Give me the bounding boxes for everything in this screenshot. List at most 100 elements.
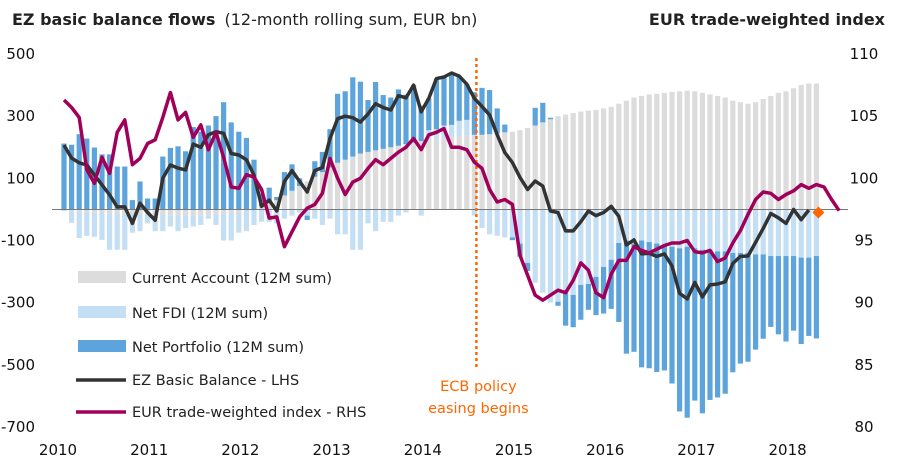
bar-net-portfolio — [236, 131, 242, 210]
bar-net-portfolio — [563, 292, 569, 326]
bar-net-fdi — [555, 209, 561, 302]
right-axis: 110 105 100 95 90 85 80 — [850, 45, 879, 436]
bar-current-account — [798, 85, 804, 210]
bar-net-fdi — [471, 209, 477, 216]
bar-net-fdi — [327, 209, 333, 219]
left-tick-label: -100 — [1, 232, 35, 250]
x-tick-label: 2015 — [495, 441, 533, 459]
bar-net-fdi — [464, 119, 470, 136]
bar-net-portfolio — [403, 94, 409, 145]
bar-net-portfolio — [373, 81, 379, 151]
bar-current-account — [593, 109, 599, 210]
bar-current-account — [418, 141, 424, 210]
bar-net-fdi — [547, 209, 553, 303]
bar-net-portfolio — [107, 154, 113, 210]
bar-net-portfolio — [722, 251, 728, 394]
bar-net-fdi — [251, 209, 257, 225]
bar-net-portfolio — [555, 301, 561, 306]
bar-net-fdi — [608, 209, 614, 260]
bar-net-fdi — [221, 214, 227, 241]
bar-current-account — [730, 100, 736, 210]
bars-layer — [61, 72, 819, 418]
bar-net-portfolio — [251, 159, 257, 210]
bar-net-fdi — [91, 212, 97, 237]
bar-net-fdi — [715, 209, 721, 252]
bar-net-fdi — [335, 209, 341, 235]
bar-current-account — [509, 131, 515, 210]
bar-current-account — [753, 102, 759, 210]
bar-current-account — [494, 133, 500, 210]
bar-net-portfolio — [661, 245, 667, 371]
bar-current-account — [76, 209, 82, 213]
bar-current-account — [570, 113, 576, 210]
bar-net-fdi — [350, 209, 356, 250]
bar-current-account — [167, 209, 173, 216]
bar-current-account — [403, 144, 409, 210]
bar-current-account — [373, 150, 379, 210]
bar-current-account — [768, 95, 774, 210]
bar-current-account — [411, 142, 417, 210]
bar-net-fdi — [806, 209, 812, 258]
legend-swatch-current-account — [78, 271, 126, 283]
bar-current-account — [160, 209, 166, 215]
right-axis-title: EUR trade-weighted index — [649, 10, 886, 29]
bar-current-account — [525, 127, 531, 210]
bar-net-fdi — [198, 215, 204, 225]
bar-net-portfolio — [152, 198, 158, 210]
bar-current-account — [646, 94, 652, 210]
x-tick-label: 2016 — [586, 441, 624, 459]
bar-current-account — [623, 100, 629, 210]
bar-net-fdi — [532, 209, 538, 283]
bar-net-fdi — [418, 209, 424, 216]
bar-net-fdi — [798, 209, 804, 258]
bar-net-portfolio — [775, 256, 781, 335]
bar-current-account — [129, 209, 135, 215]
bar-current-account — [502, 132, 508, 210]
bar-net-fdi — [616, 209, 622, 243]
bar-net-portfolio — [304, 215, 310, 220]
x-tick-label: 2013 — [313, 441, 351, 459]
bar-net-fdi — [661, 209, 667, 246]
x-tick-label: 2011 — [130, 441, 168, 459]
bar-current-account — [669, 91, 675, 210]
bar-current-account — [449, 137, 455, 210]
bar-net-fdi — [730, 209, 736, 253]
bar-net-fdi — [205, 215, 211, 219]
bar-net-fdi — [669, 209, 675, 247]
bar-current-account — [555, 116, 561, 210]
legend-swatch-net-fdi — [78, 306, 126, 318]
bar-net-fdi — [699, 209, 705, 250]
bar-net-fdi — [753, 209, 759, 255]
bar-net-portfolio — [578, 284, 584, 320]
bar-current-account — [433, 138, 439, 210]
bar-net-portfolio — [753, 254, 759, 350]
bar-net-portfolio — [547, 117, 553, 120]
bar-current-account — [707, 94, 713, 210]
bar-current-account — [175, 209, 181, 216]
bar-net-portfolio — [570, 294, 576, 328]
bar-current-account — [601, 108, 607, 210]
bar-net-fdi — [585, 209, 591, 285]
bar-net-fdi — [69, 210, 75, 223]
bar-net-fdi — [76, 212, 82, 239]
bar-current-account — [547, 119, 553, 210]
bar-net-fdi — [122, 214, 128, 250]
x-tick-label: 2018 — [769, 441, 807, 459]
bar-net-fdi — [107, 214, 113, 250]
bar-current-account — [304, 181, 310, 210]
bar-net-fdi — [623, 209, 629, 241]
bar-current-account — [616, 103, 622, 210]
bar-current-account — [578, 111, 584, 210]
bar-net-portfolio — [791, 256, 797, 331]
bar-net-portfolio — [813, 256, 819, 339]
bar-net-fdi — [312, 209, 318, 219]
bar-net-portfolio — [494, 108, 500, 134]
bar-net-fdi — [631, 209, 637, 244]
bar-net-portfolio — [441, 77, 447, 126]
bar-current-account — [342, 159, 348, 210]
bar-current-account — [190, 209, 196, 216]
bar-net-portfolio — [699, 249, 705, 414]
bar-net-portfolio — [114, 166, 120, 210]
bar-net-fdi — [319, 209, 325, 225]
